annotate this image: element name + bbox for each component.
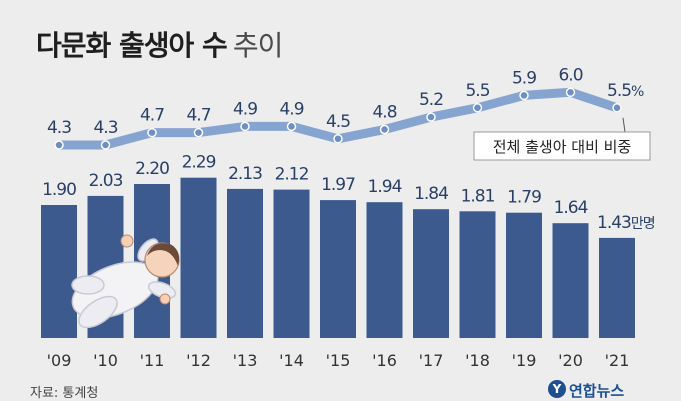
bar-value-label: 1.64: [554, 198, 588, 218]
x-tick-label: '11: [140, 351, 165, 370]
bar-value-label: 1.90: [42, 180, 76, 200]
x-tick-label: '14: [279, 351, 304, 370]
share-point: [519, 90, 529, 101]
x-tick-label: '13: [233, 351, 258, 370]
share-point: [100, 140, 111, 150]
bar-value-label: 1.84: [414, 184, 448, 204]
share-point: [472, 103, 483, 113]
x-tick-label: '15: [326, 351, 351, 370]
share-point: [147, 127, 157, 138]
share-point: [240, 121, 250, 132]
chart-title: 다문화 출생아 수 추이: [36, 24, 284, 64]
share-point: [333, 134, 343, 144]
x-tick-label: '10: [93, 351, 118, 370]
yonhap-logo-text: 연합뉴스: [569, 382, 625, 400]
title-main: 다문화 출생아 수: [36, 29, 228, 62]
x-tick-label: '17: [419, 351, 444, 370]
line-value-number: 5.5: [607, 81, 631, 101]
line-value-label: 4.3: [93, 118, 117, 138]
yonhap-logo: Y 연합뉴스: [548, 380, 624, 401]
bar-value-label: 1.97: [321, 175, 355, 195]
bar-y16: [366, 202, 403, 338]
bar-y15: [320, 200, 356, 338]
x-tick-label: '20: [558, 351, 583, 370]
bar-y13: [227, 188, 263, 338]
share-point: [565, 87, 576, 98]
line-value-label: 5.2: [419, 90, 443, 110]
bar-value-number: 1.43: [597, 213, 631, 233]
bar-y09: [41, 205, 77, 338]
bar-value-label: 2.03: [89, 171, 123, 191]
share-point: [612, 103, 622, 113]
bar-value-label: 1.94: [368, 177, 402, 197]
bar-y20: [552, 223, 589, 338]
x-tick-label: '16: [372, 351, 397, 370]
x-tick-label: '18: [465, 351, 490, 370]
line-value-label: 5.9: [512, 68, 536, 88]
bar-y18: [459, 211, 496, 338]
bar-y17: [413, 209, 449, 338]
bar-y21: [599, 237, 635, 338]
annotation-box: [473, 131, 651, 161]
x-tick-label: '09: [47, 351, 72, 370]
line-value-label: 5.5: [465, 81, 489, 101]
annotation-leader: [622, 117, 626, 133]
baby-illustration: [71, 234, 180, 329]
line-value-label: 6.0: [558, 65, 582, 85]
line-value-label: 4.8: [372, 103, 396, 123]
bar-y12: [180, 177, 217, 338]
line-value-label: 4.5: [326, 112, 350, 132]
annotation-text: 전체 출생아 대비 비중: [493, 138, 632, 156]
title-sub: 추이: [232, 29, 284, 62]
share-point: [426, 112, 436, 122]
bar-value-label: 1.79: [507, 188, 541, 208]
bar-value-label: 1.81: [461, 186, 495, 206]
share-point: [379, 124, 390, 135]
source-note: 자료: 통계청: [30, 386, 99, 401]
x-tick-label: '12: [186, 351, 211, 370]
line-value-label: 4.9: [279, 99, 303, 119]
share-point: [193, 127, 204, 138]
share-point: [286, 121, 297, 132]
line-value-label: 4.9: [233, 99, 257, 119]
x-tick-label: '19: [512, 351, 537, 370]
yonhap-logo-icon: Y: [548, 380, 566, 398]
bar-value-label: 2.12: [275, 165, 309, 185]
bar-y14: [273, 189, 310, 338]
share-point: [54, 140, 64, 150]
bar-value-label: 2.29: [182, 153, 216, 173]
bar-value-unit: 만명: [631, 216, 655, 232]
line-value-label: 4.7: [140, 106, 164, 126]
bar-value-label: 2.13: [228, 164, 262, 184]
line-value-label: 4.3: [47, 118, 71, 138]
x-tick-label: '21: [605, 351, 630, 370]
line-value-label: 4.7: [186, 106, 210, 126]
bar-value-label: 1.43만명: [597, 213, 655, 233]
bar-y19: [506, 212, 542, 338]
line-value-label: 5.5%: [607, 81, 644, 101]
line-value-unit: %: [631, 84, 644, 100]
bar-value-label: 2.20: [135, 159, 169, 179]
